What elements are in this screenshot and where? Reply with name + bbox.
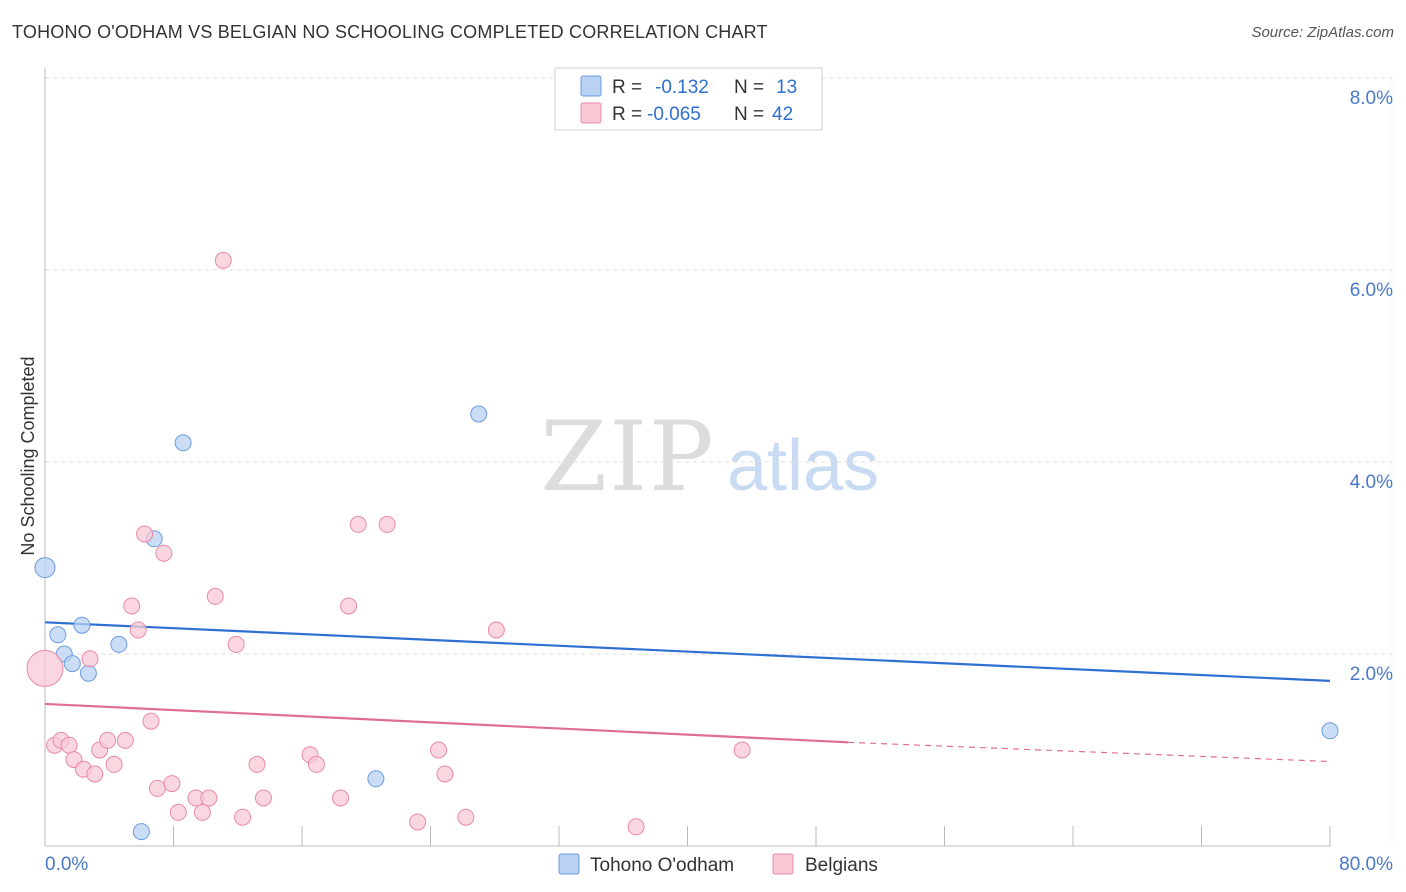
stats-legend: R = -0.132 N = 13 R = -0.065 N = 42: [554, 67, 823, 131]
y-tick-label: 2.0%: [1350, 664, 1393, 685]
chart-title: TOHONO O'ODHAM VS BELGIAN NO SCHOOLING C…: [12, 22, 768, 42]
point-belgians: [457, 808, 475, 826]
series-legend-label-tohono: Tohono O'odham: [590, 855, 734, 876]
point-belgians: [169, 803, 187, 821]
point-belgians: [148, 779, 166, 797]
x-tick-label: 80.0%: [1339, 854, 1393, 875]
point-belgians: [155, 544, 173, 562]
point-tohono: [34, 557, 56, 579]
legend-r-value-tohono: -0.132: [655, 77, 709, 98]
point-belgians: [436, 765, 454, 783]
axes: [44, 68, 1331, 847]
gridlines: [45, 77, 1393, 846]
series-legend-label-belgians: Belgians: [805, 855, 878, 876]
point-belgians: [163, 775, 181, 793]
point-tohono: [1321, 722, 1339, 740]
point-belgians: [60, 736, 78, 754]
watermark-zip: ZIP: [540, 401, 715, 513]
y-axis-label: No Schooling Completed: [18, 356, 38, 555]
y-tick-label: 8.0%: [1350, 88, 1393, 109]
point-belgians: [193, 803, 211, 821]
point-belgians: [206, 587, 224, 605]
point-belgians: [214, 251, 232, 269]
legend-r-label-tohono: R =: [612, 77, 642, 98]
watermark-atlas: atlas: [727, 426, 879, 506]
point-tohono: [132, 823, 150, 841]
point-belgians: [99, 731, 117, 749]
point-tohono: [63, 655, 81, 673]
legend-n-label-belgians: N =: [734, 104, 764, 125]
point-tohono: [49, 626, 67, 644]
point-belgians: [123, 597, 141, 615]
legend-swatch-tohono: [580, 75, 602, 97]
series-legend-swatch-tohono: [558, 853, 580, 875]
trend-lines: [44, 621, 1331, 763]
legend-r-label-belgians: R =: [612, 104, 642, 125]
legend-n-value-belgians: 42: [772, 104, 793, 125]
point-belgians: [234, 808, 252, 826]
point-belgians: [116, 731, 134, 749]
series-legend: Tohono O'odham Belgians: [558, 853, 878, 876]
legend-r-value-belgians: -0.065: [647, 104, 701, 125]
y-tick-label: 6.0%: [1350, 280, 1393, 301]
point-belgians: [340, 597, 358, 615]
point-tohono: [174, 434, 192, 452]
point-belgians: [81, 650, 99, 668]
point-belgians: [378, 515, 396, 533]
point-belgians: [349, 515, 367, 533]
point-belgians: [254, 789, 272, 807]
point-belgians: [733, 741, 751, 759]
y-tick-label: 4.0%: [1350, 472, 1393, 493]
point-tohono: [73, 616, 91, 634]
x-tick-label: 0.0%: [45, 854, 88, 875]
chart-source: Source: ZipAtlas.com: [1251, 24, 1394, 41]
point-belgians: [307, 755, 325, 773]
point-belgians: [627, 818, 645, 836]
x-tick-labels: 0.0% 80.0%: [45, 854, 1393, 875]
point-belgians: [26, 649, 64, 687]
point-belgians: [248, 755, 266, 773]
point-belgians: [86, 765, 104, 783]
point-tohono: [79, 664, 97, 682]
point-belgians: [105, 755, 123, 773]
point-tohono: [367, 770, 385, 788]
point-belgians: [200, 789, 218, 807]
point-belgians: [409, 813, 427, 831]
point-belgians: [332, 789, 350, 807]
trend-line-belgians-extension: [848, 741, 1331, 763]
point-belgians: [142, 712, 160, 730]
y-tick-labels: 8.0% 6.0% 4.0% 2.0%: [1350, 88, 1393, 685]
scatter-points: [26, 251, 1339, 841]
series-legend-swatch-belgians: [772, 853, 794, 875]
trend-line-tohono: [44, 621, 1331, 682]
legend-swatch-belgians: [580, 102, 602, 124]
legend-n-label-tohono: N =: [734, 77, 764, 98]
point-belgians: [227, 635, 245, 653]
trend-line-belgians: [44, 702, 849, 744]
legend-n-value-tohono: 13: [776, 77, 797, 98]
point-belgians: [430, 741, 448, 759]
point-belgians: [129, 621, 147, 639]
point-tohono: [110, 635, 128, 653]
point-belgians: [136, 525, 154, 543]
point-tohono: [470, 405, 488, 423]
point-belgians: [487, 621, 505, 639]
